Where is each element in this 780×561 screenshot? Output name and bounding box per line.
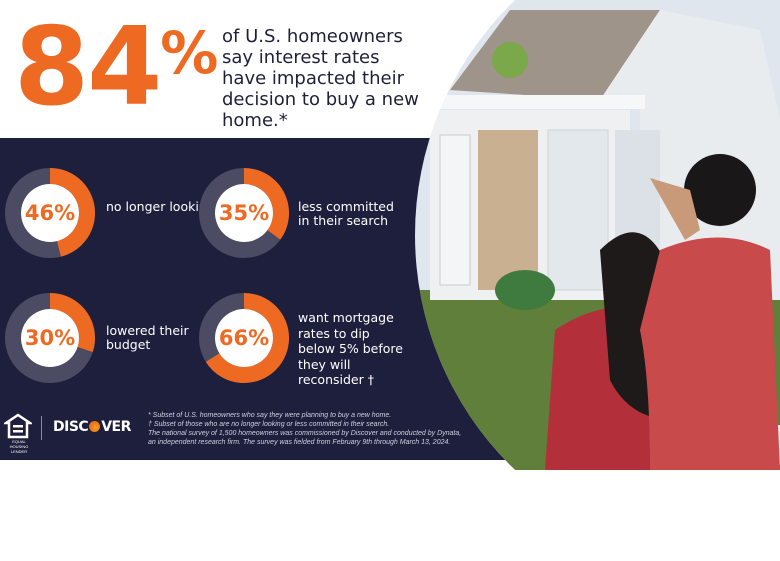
donut-stat-3: 30% — [5, 293, 95, 383]
donut-chart — [5, 168, 95, 258]
headline-stat-number: 84 — [14, 5, 162, 130]
donut-stat-2: 35% — [199, 168, 289, 258]
stat-value: 35% — [218, 201, 270, 225]
stat-text: lowered their budget — [106, 323, 189, 352]
donut-value-arc — [199, 168, 289, 258]
discover-logo: DISC VER — [53, 419, 131, 435]
footnote: † Subset of those who are no longer look… — [148, 421, 390, 428]
footnote: an independent research firm. The survey… — [148, 439, 451, 446]
stat-text: no longer looking — [106, 199, 215, 214]
donut-center — [215, 184, 273, 242]
stat-value: 46% — [24, 201, 76, 225]
stat-text: less committed in their search — [298, 199, 394, 228]
logo-o-icon — [89, 421, 101, 432]
headline-percent-sign: % — [160, 19, 218, 87]
footnote: The national survey of 1,500 homeowners … — [148, 430, 462, 437]
stat-value: 30% — [24, 326, 76, 350]
stat-value: 66% — [218, 326, 270, 350]
donut-value-arc — [199, 293, 289, 383]
stat-text: want mortgage rates to dip below 5% befo… — [298, 310, 403, 387]
logo-text-pre: DISC — [53, 419, 89, 435]
logo-text-post: VER — [101, 419, 131, 435]
photo-illustration — [415, 0, 780, 470]
donut-center — [21, 309, 79, 367]
house-icon — [1, 413, 35, 439]
donut-chart — [199, 293, 289, 383]
donut-value-arc — [5, 293, 95, 383]
ehl-label: EQUAL HOUSING LENDER — [9, 439, 29, 454]
footer-divider — [41, 416, 42, 440]
equal-housing-lender-logo: EQUAL HOUSING LENDER — [1, 413, 35, 454]
donut-center — [21, 184, 79, 242]
donut-value-arc — [5, 168, 95, 258]
donut-center — [215, 309, 273, 367]
headline-text: of U.S. homeowners say interest rates ha… — [222, 26, 419, 131]
footnote: * Subset of U.S. homeowners who say they… — [148, 412, 392, 419]
donut-chart — [5, 293, 95, 383]
donut-stat-4: 66% — [199, 293, 289, 383]
donut-stat-1: 46% — [5, 168, 95, 258]
headline-stat: 84% — [14, 14, 218, 122]
couple-house-photo — [415, 0, 780, 561]
donut-chart — [199, 168, 289, 258]
footnotes: * Subset of U.S. homeowners who say they… — [148, 411, 508, 447]
